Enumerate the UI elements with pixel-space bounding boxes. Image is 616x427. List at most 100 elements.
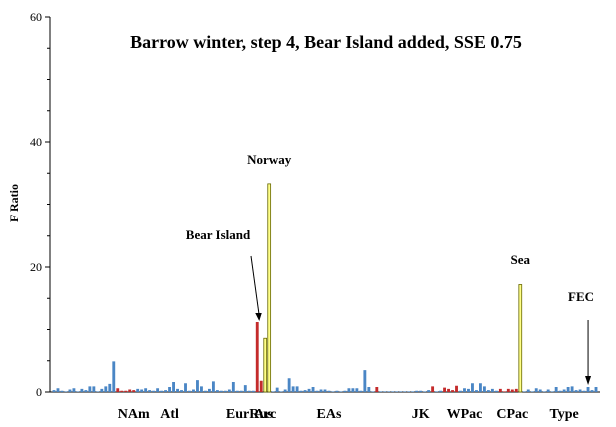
bar [498,388,502,392]
y-tick-label: 40 [30,135,42,149]
bar [315,390,319,392]
x-group-label: NAm [118,407,150,422]
bar [459,390,462,392]
bar [144,388,148,392]
bar [267,183,272,393]
bar [64,391,68,392]
bar [80,388,84,392]
bar [371,391,375,392]
bar [160,390,164,392]
bar [399,391,403,392]
bar [263,337,268,393]
bar [526,389,530,392]
bar [554,387,558,392]
bar [231,382,235,392]
bar [566,387,570,392]
bar [215,390,219,392]
bar [124,390,128,392]
bar [506,388,510,392]
bar [375,387,379,392]
bar [467,388,470,392]
bar [590,390,594,392]
bar [391,391,395,392]
bar [211,381,215,392]
bar [530,391,534,392]
bar [108,383,112,392]
y-tick-label: 60 [30,10,42,24]
bar [578,389,582,392]
bar [451,390,454,392]
bar [415,390,419,392]
bar [435,391,439,392]
bar [363,370,367,392]
bar [60,390,64,392]
bar [339,391,343,392]
bar [255,322,259,392]
bar [331,391,335,392]
bar [192,389,195,392]
bar [514,388,518,392]
bar [239,390,243,392]
bar [52,390,56,392]
bar [207,388,211,392]
bar [156,388,160,392]
bar [403,391,407,392]
bar [92,386,96,392]
bar [439,390,443,392]
bar [478,383,482,392]
bar [271,391,275,392]
bar [482,386,486,392]
bar [558,390,562,392]
bar [562,389,566,392]
fec-arrow-head [585,376,592,385]
bar [223,390,227,392]
bar [494,390,498,392]
bar [423,391,427,392]
bar [490,388,494,392]
bar [188,390,191,392]
bar [586,387,590,392]
x-group-label: WPac [447,407,483,422]
y-axis-label: F Ratio [7,184,21,222]
bar [279,391,283,392]
bar [443,387,446,392]
x-group-label: CPac [496,407,528,422]
bar [311,387,315,392]
bar [287,378,291,392]
bar [68,389,72,392]
bar [120,390,124,392]
bar [235,390,239,392]
bar [176,388,179,392]
bar [387,391,391,392]
bar [359,390,363,392]
chart-title: Barrow winter, step 4, Bear Island added… [130,32,522,52]
bar [455,385,458,392]
bar [542,391,546,392]
bar [518,284,523,393]
bar [247,390,251,392]
bar [323,389,327,392]
bar [96,391,100,392]
bar [251,390,255,392]
x-group-label: JK [412,407,430,422]
bar [72,388,76,392]
bar [307,388,311,392]
bar [227,389,231,392]
bar [594,387,598,392]
bar [570,386,574,392]
bar [471,383,474,392]
bar [259,380,263,392]
bar [295,386,299,392]
bar [431,386,435,392]
bar [56,388,60,392]
bar [355,388,359,392]
bar [538,389,542,392]
bar [343,390,347,392]
bar [407,391,411,392]
bar [299,390,303,392]
bar [283,389,287,392]
bar [395,391,399,392]
